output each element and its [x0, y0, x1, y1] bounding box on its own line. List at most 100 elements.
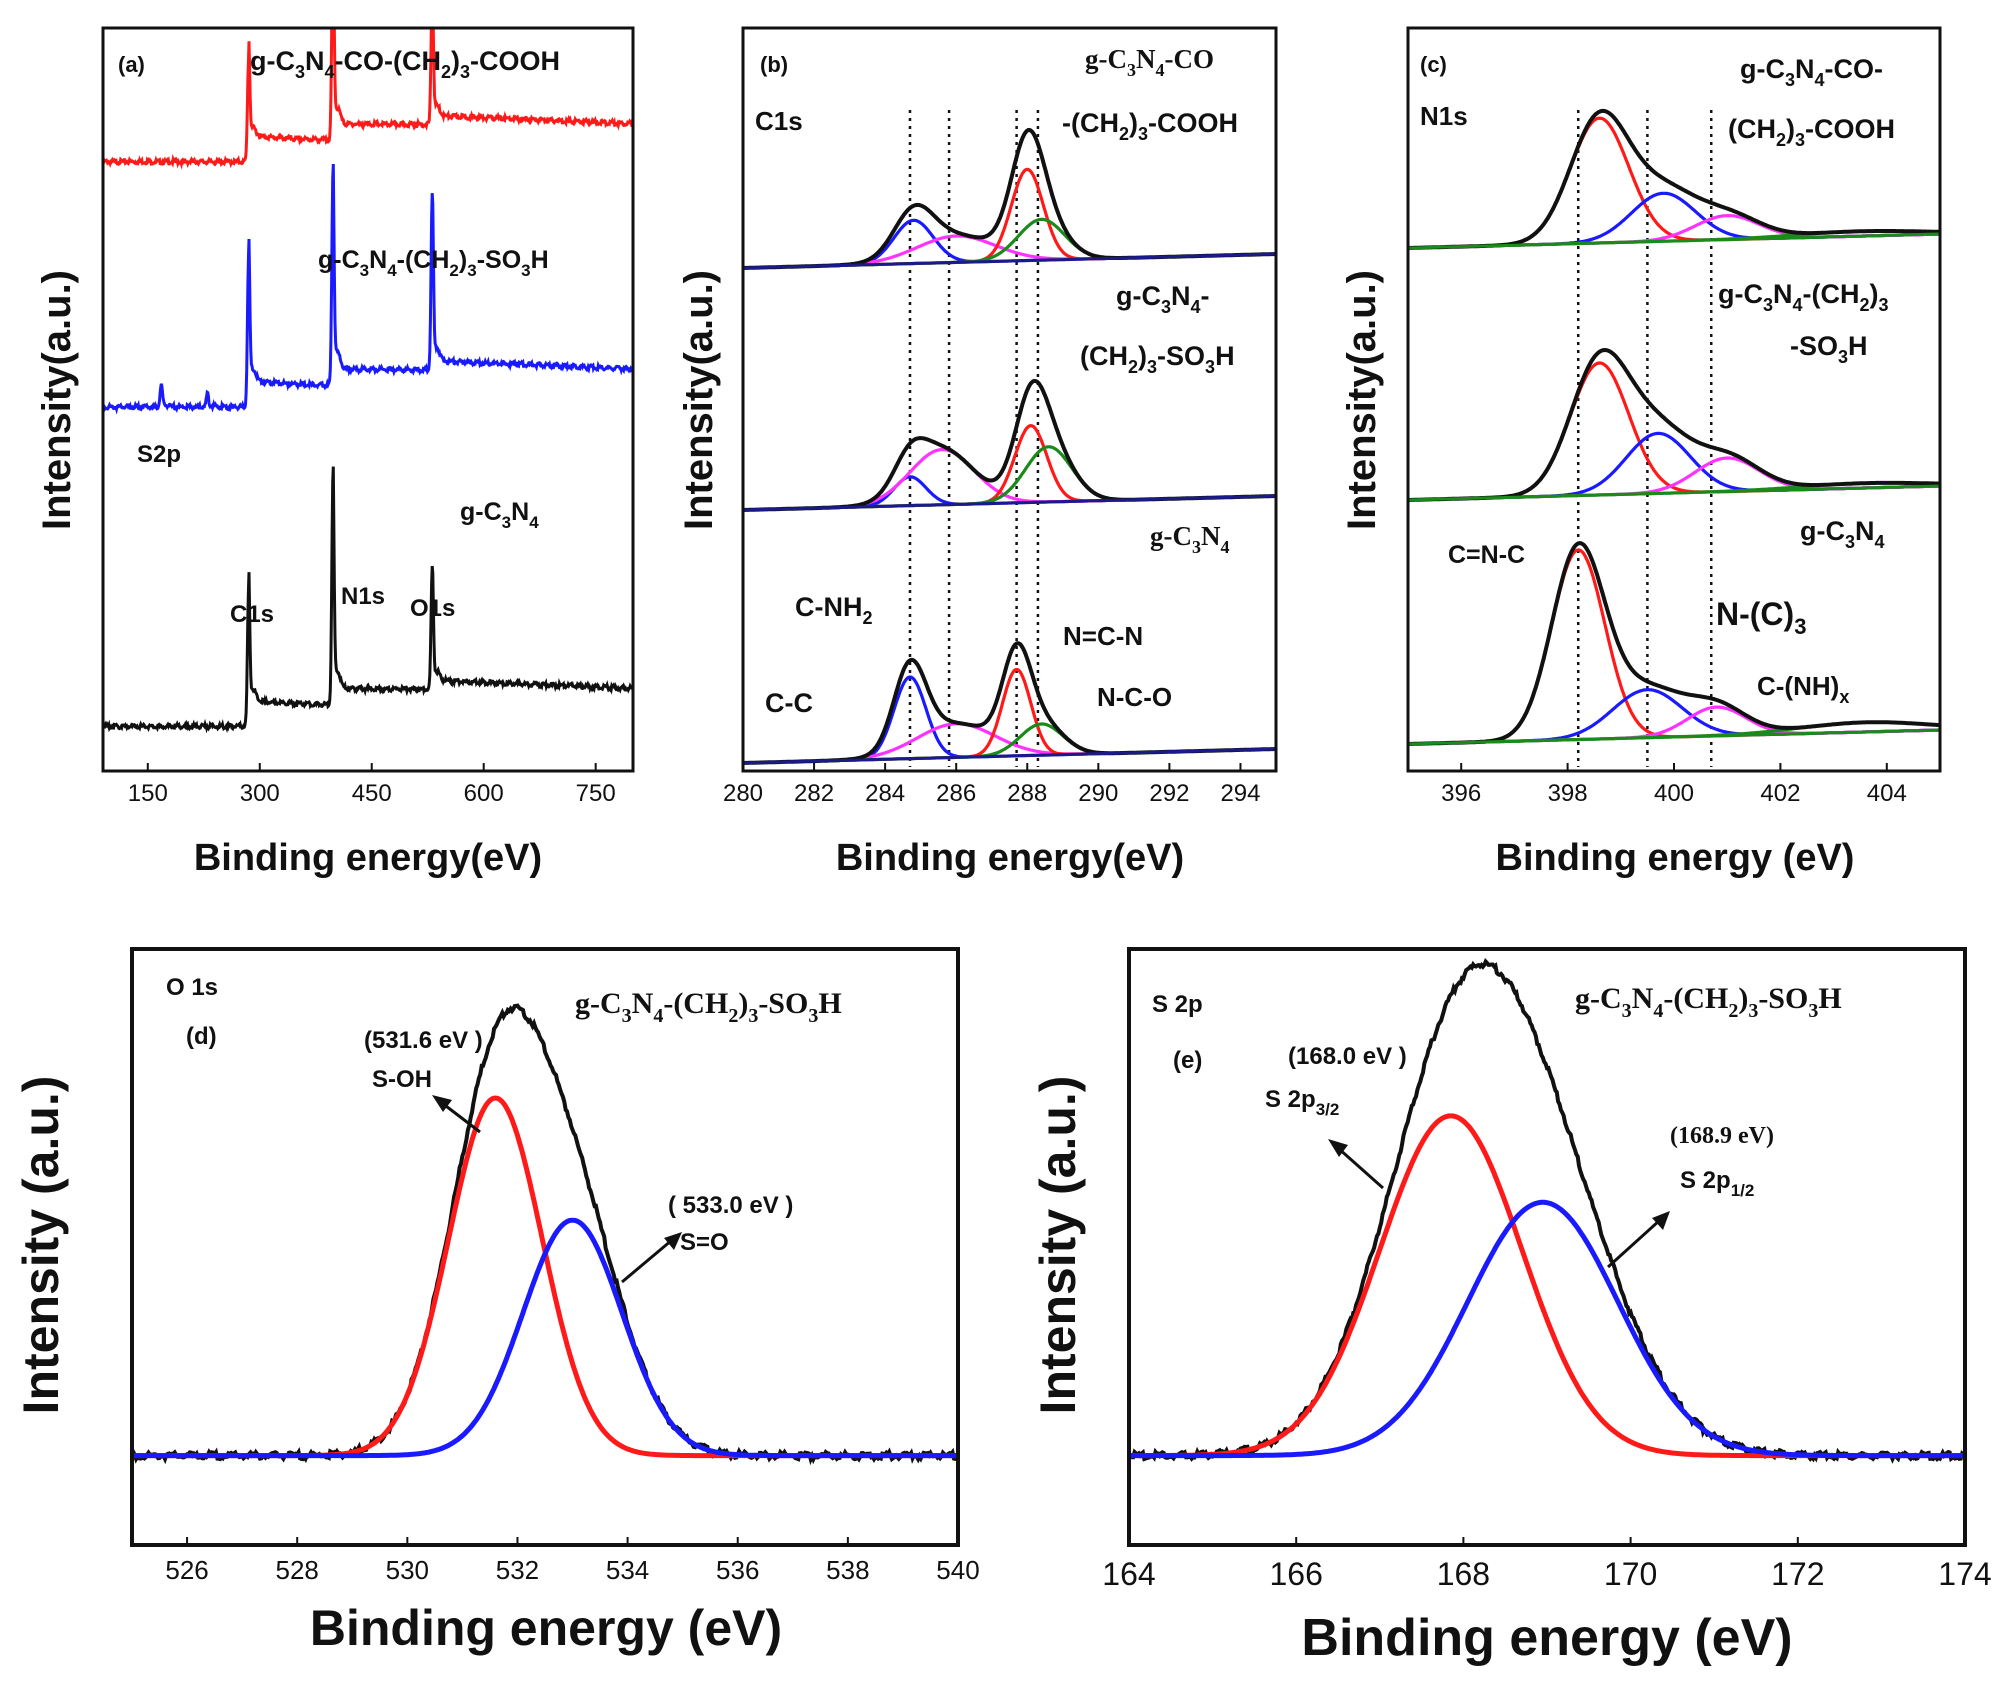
panel-c-plot [1408, 108, 1940, 767]
panel-c-group-2-baseline [1408, 728, 1940, 746]
panel-a-red-series-label: g-C3N4-CO-(CH2)3-COOH [250, 46, 560, 82]
panel-e-arrow-2p12 [1606, 1211, 1670, 1269]
panel-e-component-1 [1129, 1199, 1965, 1459]
panel-d-x-tick-label-3: 532 [496, 1555, 539, 1585]
panel-b-nco-annotation: N-C-O [1097, 682, 1172, 712]
panel-b-x-tick-label-6: 292 [1149, 780, 1189, 807]
panel-e-x-tick-label-3: 170 [1604, 1556, 1657, 1592]
panel-a-blue-series-label: g-C3N4-(CH2)3-SO3H [318, 246, 549, 280]
panel-d-label: (d) [186, 1023, 217, 1050]
panel-b-group-2-baseline [743, 747, 1276, 765]
panel-e-y-axis-title: Intensity (a.u.) [1030, 1076, 1086, 1415]
panel-b-x-tick-label-5: 290 [1078, 780, 1118, 807]
panel-b-group-0-baseline [743, 252, 1276, 270]
panel-c-x-tick-label-2: 400 [1654, 780, 1694, 807]
panel-b-frame [741, 26, 1278, 773]
panel-c-x-tick-label-3: 402 [1760, 780, 1800, 807]
panel-b-middle-sample-label-1: g-C3N4- [1116, 281, 1210, 317]
panel-e-peak2-name: S 2p1/2 [1680, 1167, 1754, 1200]
panel-d-x-tick-label-5: 536 [716, 1555, 759, 1585]
panel-a-black-series-label: g-C3N4 [460, 498, 539, 532]
panel-c-group-1-component-1 [1408, 431, 1940, 502]
panel-b-x-tick-label-1: 282 [794, 780, 834, 807]
panel-a-plot [103, 28, 633, 734]
panel-d-peak1-name: S-OH [372, 1066, 432, 1093]
panel-e-x-ticks: 164 166 168 170 172 174 [1102, 1537, 1992, 1592]
panel-d-y-axis-title: Intensity (a.u.) [13, 1076, 69, 1415]
panel-c-top-sample-label-2: (CH2)3-COOH [1728, 114, 1895, 150]
panel-b-x-tick-label-3: 286 [936, 780, 976, 807]
panel-d-arrow-s-oh [432, 1095, 481, 1134]
panel-e-sample-label: g-C3N4-(CH2)3-SO3H [1575, 982, 1842, 1022]
panel-e-x-tick-label-2: 168 [1437, 1556, 1490, 1592]
panel-c-group-1-component-0 [1408, 361, 1940, 502]
panel-c-x-tick-label-0: 396 [1441, 780, 1481, 807]
panel-b-x-ticks: 280 282 284 286 288 290 292 294 [723, 763, 1260, 807]
panel-e-x-tick-label-5: 174 [1938, 1556, 1991, 1592]
panel-a-y-axis-title: Intensity(a.u.) [35, 270, 79, 530]
panel-b-x-tick-label-4: 288 [1007, 780, 1047, 807]
panel-e-peak1-energy: (168.0 eV ) [1288, 1043, 1407, 1070]
panel-c-group-2-component-0 [1408, 548, 1940, 746]
panel-b-plot [743, 110, 1276, 767]
panel-a-o1s-annotation: O1s [410, 595, 455, 622]
panel-b-y-axis-title: Intensity(a.u.) [677, 270, 721, 530]
panel-a-series-2 [103, 466, 633, 734]
panel-a-x-tick-label-4: 750 [576, 780, 616, 807]
panel-d-x-tick-label-6: 538 [826, 1555, 869, 1585]
panel-a-series-0 [103, 28, 633, 170]
panel-a-n1s-annotation: N1s [341, 583, 385, 610]
panel-a-x-tick-label-1: 300 [240, 780, 280, 807]
panel-b-top-sample-label-2: -(CH2)3-COOH [1062, 108, 1238, 144]
panel-e-peak1-name: S 2p3/2 [1265, 1086, 1339, 1119]
panel-e-x-axis-title: Binding energy (eV) [1301, 1609, 1792, 1667]
panel-a-series-1 [103, 163, 633, 415]
panel-c-middle-sample-label-2: -SO3H [1790, 331, 1868, 367]
panel-c-x-tick-label-4: 404 [1867, 780, 1907, 807]
panel-e-x-tick-label-4: 172 [1771, 1556, 1824, 1592]
panel-e-envelope [1129, 957, 1965, 1464]
panel-d-envelope [132, 1003, 958, 1466]
panel-c-core-level: N1s [1420, 101, 1468, 131]
panel-d-x-tick-label-0: 526 [165, 1555, 208, 1585]
panel-e-component-0 [1129, 1113, 1965, 1459]
panel-c-middle-sample-label-1: g-C3N4-(CH2)3 [1718, 279, 1889, 315]
panel-e: 164 166 168 170 172 174 S 2p (e) g-C3N4-(CH2)… [1030, 947, 1992, 1667]
panel-a-x-axis-title: Binding energy(eV) [194, 837, 542, 879]
panel-a-x-ticks: 150 300 450 600 750 [128, 763, 616, 807]
panel-d-x-tick-label-4: 534 [606, 1555, 649, 1585]
panel-b-group-2-component-2 [743, 667, 1276, 765]
panel-c-x-ticks: 396 398 400 402 404 [1441, 763, 1907, 807]
panel-e-frame [1127, 947, 1967, 1547]
panel-d-frame [130, 947, 960, 1547]
panel-b-bottom-sample-label: g-C3N4 [1150, 521, 1230, 557]
panel-d-plot [132, 1003, 958, 1466]
panel-d-core-level: O 1s [166, 974, 218, 1001]
panel-b-x-tick-label-2: 284 [865, 780, 905, 807]
panel-e-x-tick-label-0: 164 [1102, 1556, 1155, 1592]
panel-a-x-tick-label-2: 450 [352, 780, 392, 807]
panel-b-cc-annotation: C-C [765, 688, 813, 718]
panel-b-x-tick-label-7: 294 [1220, 780, 1260, 807]
panel-d-component-1 [132, 1217, 958, 1459]
panel-d-x-ticks: 526 528 530 532 534 536 538 540 [165, 1537, 980, 1585]
panel-b: 280 282 284 286 288 290 292 294 (b) C1s g-C3N4-… [677, 26, 1278, 879]
panel-d: 526 528 530 532 534 536 538 540 O 1s (d) g-C3N4… [13, 947, 980, 1656]
panel-e-core-level: S 2p [1152, 991, 1203, 1018]
panel-c-x-axis-title: Binding energy (eV) [1496, 837, 1855, 879]
panel-a-x-tick-label-3: 600 [464, 780, 504, 807]
panel-b-top-sample-label-1: g-C3N4-CO [1085, 44, 1214, 80]
panel-c-bottom-sample-label: g-C3N4 [1800, 516, 1885, 552]
panel-a-label: (a) [118, 52, 145, 77]
panel-a-c1s-annotation: C1s [230, 601, 274, 628]
panel-d-sample-label: g-C3N4-(CH2)3-SO3H [575, 987, 842, 1027]
panel-c-group-0-baseline [1408, 232, 1940, 250]
panel-b-core-level: C1s [755, 106, 803, 136]
panel-e-x-tick-label-1: 166 [1270, 1556, 1323, 1592]
panel-b-x-axis-title: Binding energy(eV) [836, 837, 1184, 879]
panel-c-cnc-annotation: C=N-C [1448, 541, 1525, 569]
panel-b-cnh2-annotation: C-NH2 [795, 592, 873, 628]
panel-c-group-1-envelope [1408, 347, 1940, 502]
panel-d-x-tick-label-2: 530 [386, 1555, 429, 1585]
panel-d-x-tick-label-7: 540 [936, 1555, 979, 1585]
